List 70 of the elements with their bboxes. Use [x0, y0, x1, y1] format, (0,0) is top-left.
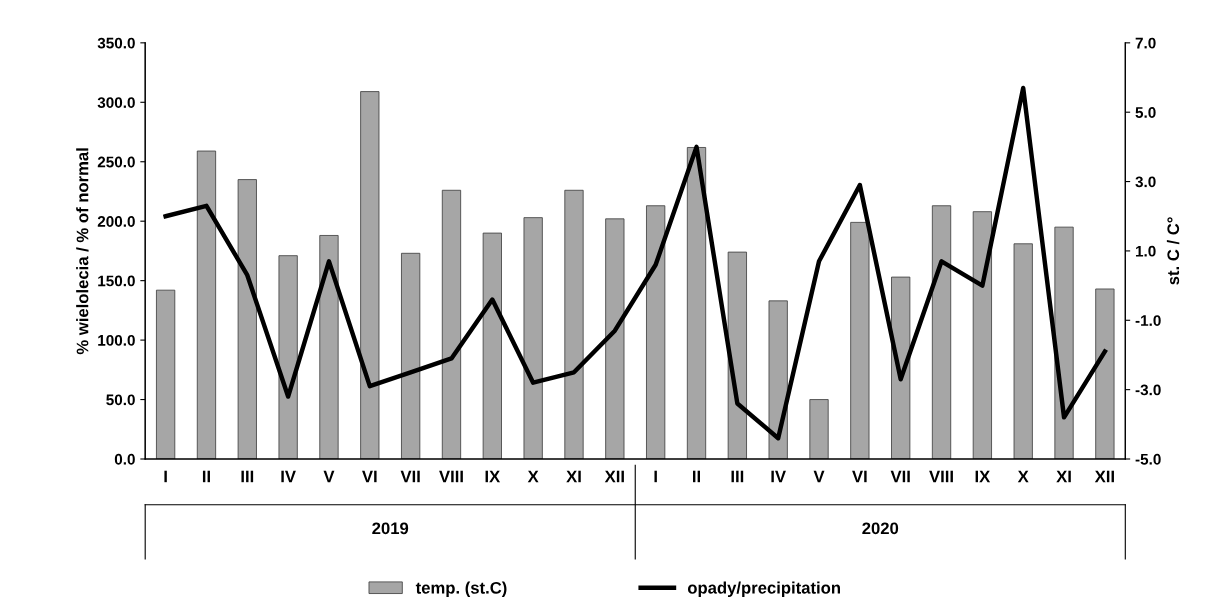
- x-tick-label: VIII: [929, 470, 953, 483]
- x-tick-label: II: [202, 470, 210, 483]
- x-tick-label: IV: [281, 470, 296, 483]
- x-tick-label: X: [1017, 470, 1029, 483]
- y-tick-label: 100.0: [98, 334, 135, 346]
- y-tick-label: 50.0: [106, 394, 135, 406]
- bar: [278, 255, 298, 459]
- y-axis-title: % wielolecia / % of normal: [76, 148, 89, 355]
- bar: [972, 211, 992, 459]
- x-tick-label: II: [692, 470, 701, 483]
- legend-label: opady/precipitation: [687, 581, 840, 597]
- x-tick-label: XI: [1056, 470, 1071, 483]
- x-tick-label: XI: [566, 470, 581, 483]
- bar: [646, 205, 666, 459]
- x-tick-label: V: [323, 470, 335, 483]
- line-series: [163, 85, 1108, 441]
- bar: [482, 232, 502, 459]
- y-tick-label: 300.0: [97, 97, 135, 108]
- x-tick-label: I: [164, 470, 167, 483]
- x-tick-label: III: [731, 470, 744, 483]
- y-tick-label: 200.0: [97, 216, 135, 227]
- y-tick-label: 250.0: [97, 156, 135, 168]
- x-tick-label: VII: [890, 470, 910, 483]
- bar: [156, 289, 176, 459]
- y-tick-label: 0.0: [114, 453, 135, 465]
- x-tick-label: VI: [852, 470, 867, 483]
- y2-tick-label: 1.0: [1135, 245, 1156, 257]
- text: 2019: [372, 522, 409, 535]
- bar: [1054, 226, 1074, 459]
- bar: [850, 221, 870, 459]
- x-tick-label: IX: [485, 470, 501, 483]
- y2-tick-label: -5.0: [1135, 453, 1161, 465]
- x-tick-label: XII: [604, 470, 624, 483]
- y2-tick-label: 3.0: [1135, 176, 1156, 188]
- x-tick-label: XII: [1094, 470, 1114, 483]
- bar: [768, 300, 788, 459]
- y2-tick-label: 5.0: [1135, 107, 1156, 118]
- legend-label: temp. (st.C): [415, 581, 507, 597]
- y2-tick-label: -3.0: [1135, 384, 1161, 396]
- bar: [891, 276, 911, 459]
- x-tick-label: VI: [362, 470, 377, 483]
- x-tick-label: IX: [975, 470, 991, 483]
- x-tick-label: III: [241, 470, 254, 483]
- bar: [319, 235, 339, 459]
- bar: [809, 399, 829, 459]
- bar: [605, 218, 625, 459]
- y2-tick-label: 7.0: [1135, 37, 1156, 49]
- x-tick-label: VII: [400, 470, 420, 483]
- y-tick-label: 350.0: [97, 37, 135, 49]
- y2-tick-label: -1.0: [1135, 315, 1161, 326]
- x-tick-label: VIII: [439, 470, 463, 483]
- bar: [401, 252, 421, 459]
- x-tick-label: I: [654, 470, 657, 483]
- bar: [441, 189, 462, 459]
- x-tick-label: X: [527, 470, 539, 483]
- bar: [1013, 243, 1033, 459]
- bar: [237, 179, 257, 459]
- bar: [523, 217, 543, 459]
- text: 2020: [862, 522, 899, 535]
- bar: [686, 147, 707, 459]
- bar: [196, 150, 217, 459]
- x-tick-label: V: [813, 470, 825, 483]
- bar: [727, 251, 747, 459]
- y-tick-label: 150.0: [98, 275, 135, 287]
- bar: [360, 91, 380, 459]
- bar: [931, 205, 952, 459]
- bar: [1095, 288, 1115, 459]
- bar: [564, 189, 584, 459]
- y2-axis-title: st. C / C°: [1166, 217, 1180, 285]
- x-tick-label: IV: [771, 470, 786, 483]
